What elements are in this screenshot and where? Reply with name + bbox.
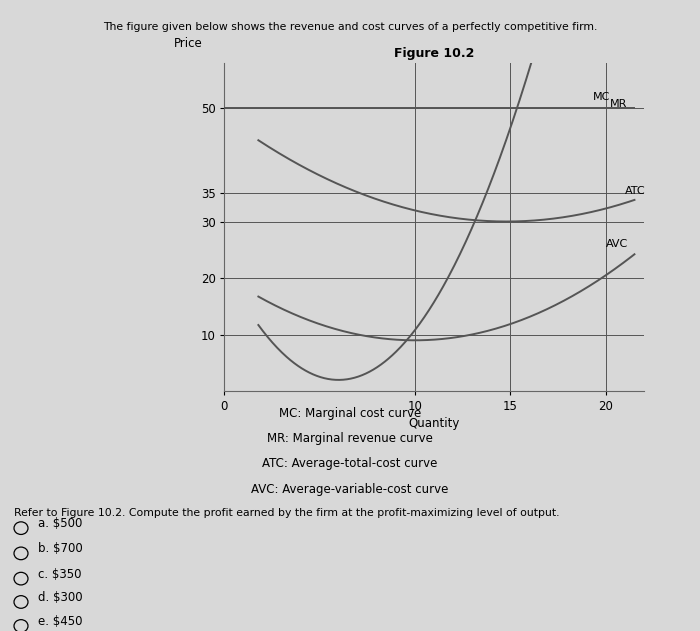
Text: d. $300: d. $300 <box>38 591 83 604</box>
Text: ATC: ATC <box>625 186 645 196</box>
Text: The figure given below shows the revenue and cost curves of a perfectly competit: The figure given below shows the revenue… <box>103 22 597 32</box>
Text: e. $450: e. $450 <box>38 615 83 628</box>
Text: Price: Price <box>174 37 202 50</box>
Text: MC: Marginal cost curve: MC: Marginal cost curve <box>279 407 421 420</box>
Text: Figure 10.2: Figure 10.2 <box>394 47 474 61</box>
X-axis label: Quantity: Quantity <box>408 416 460 430</box>
Text: AVC: AVC <box>606 239 628 249</box>
Text: ATC: Average-total-cost curve: ATC: Average-total-cost curve <box>262 457 438 471</box>
Text: b. $700: b. $700 <box>38 543 83 555</box>
Text: Refer to Figure 10.2. Compute the profit earned by the firm at the profit-maximi: Refer to Figure 10.2. Compute the profit… <box>14 508 559 518</box>
Text: MC: MC <box>592 92 610 102</box>
Text: a. $500: a. $500 <box>38 517 83 530</box>
Text: AVC: Average-variable-cost curve: AVC: Average-variable-cost curve <box>251 483 449 496</box>
Text: c. $350: c. $350 <box>38 568 82 581</box>
Text: MR: MR <box>610 99 627 109</box>
Text: MR: Marginal revenue curve: MR: Marginal revenue curve <box>267 432 433 445</box>
